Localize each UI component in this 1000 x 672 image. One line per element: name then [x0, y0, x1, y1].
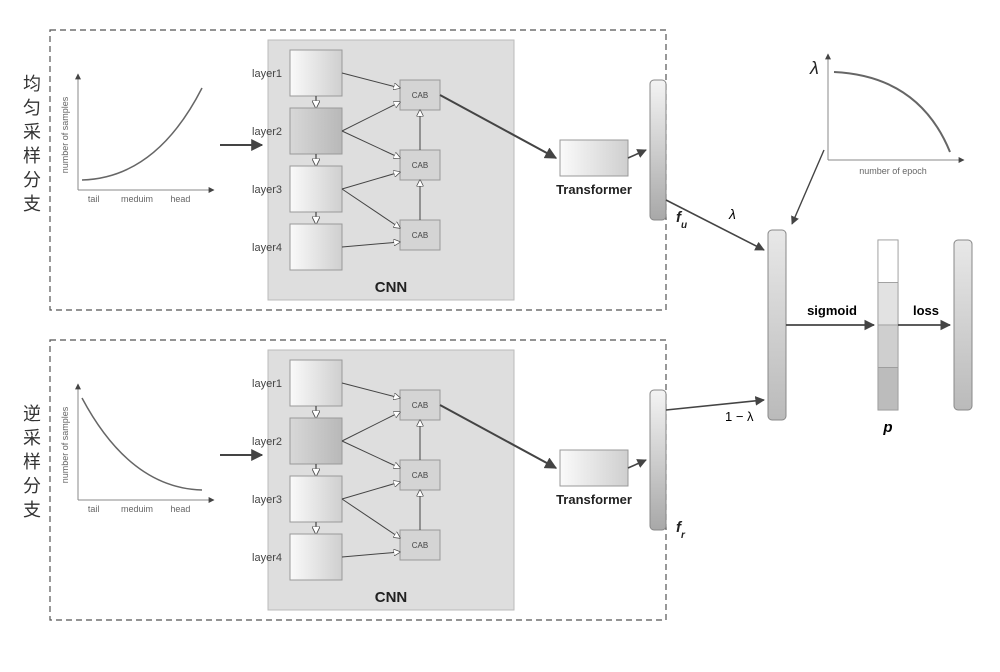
cnn-layer-label: layer2	[252, 436, 282, 448]
branch-title-char: 采	[23, 122, 41, 142]
feature-bar	[650, 390, 666, 530]
branch-title-char: 采	[23, 428, 41, 448]
cnn-label: CNN	[375, 279, 408, 296]
branch-title-char: 均	[23, 74, 41, 94]
cnn-layer-label: layer4	[252, 242, 282, 254]
branch-title-char: 分	[23, 170, 41, 190]
cnn-layer	[290, 224, 342, 270]
transformer-block	[560, 450, 628, 486]
cnn-layer	[290, 50, 342, 96]
cnn-layer-label: layer4	[252, 552, 282, 564]
branch-title-char: 样	[23, 452, 41, 472]
transformer-label: Transformer	[556, 492, 632, 507]
cnn-layer	[290, 534, 342, 580]
chart-xtick: tail	[88, 194, 100, 204]
cab-label: CAB	[412, 471, 428, 480]
branch-title-char: 支	[23, 500, 41, 520]
lambda-weight: λ	[728, 206, 736, 222]
chart-ylabel: number of samples	[60, 406, 70, 483]
cnn-layer	[290, 418, 342, 464]
chart-xtick: meduim	[121, 504, 153, 514]
transformer-label: Transformer	[556, 182, 632, 197]
one-minus-lambda: 1 − λ	[725, 409, 754, 424]
cnn-layer	[290, 166, 342, 212]
cnn-label: CNN	[375, 589, 408, 606]
lambda-xlabel: number of epoch	[859, 166, 927, 176]
p-label: p	[882, 419, 892, 436]
cnn-layer-label: layer1	[252, 68, 282, 80]
cab-label: CAB	[412, 231, 428, 240]
sigmoid-label: sigmoid	[807, 303, 857, 318]
cab-label: CAB	[412, 541, 428, 550]
chart-xtick: head	[170, 504, 190, 514]
chart-xtick: meduim	[121, 194, 153, 204]
lambda-symbol: λ	[809, 58, 819, 78]
cnn-layer	[290, 360, 342, 406]
feature-bar	[768, 230, 786, 420]
branch-title-char: 匀	[23, 98, 41, 118]
cnn-layer-label: layer2	[252, 126, 282, 138]
cab-label: CAB	[412, 161, 428, 170]
transformer-block	[560, 140, 628, 176]
cnn-layer-label: layer1	[252, 378, 282, 390]
feature-bar	[954, 240, 972, 410]
branch-title-char: 样	[23, 146, 41, 166]
cab-label: CAB	[412, 91, 428, 100]
chart-ylabel: number of samples	[60, 96, 70, 173]
cnn-layer	[290, 476, 342, 522]
cnn-layer-label: layer3	[252, 184, 282, 196]
cab-label: CAB	[412, 401, 428, 410]
loss-label: loss	[913, 303, 939, 318]
chart-xtick: head	[170, 194, 190, 204]
branch-title-char: 支	[23, 194, 41, 214]
cnn-layer	[290, 108, 342, 154]
cnn-layer-label: layer3	[252, 494, 282, 506]
feature-bar	[650, 80, 666, 220]
chart-xtick: tail	[88, 504, 100, 514]
branch-title-char: 逆	[23, 404, 41, 424]
branch-title-char: 分	[23, 476, 41, 496]
